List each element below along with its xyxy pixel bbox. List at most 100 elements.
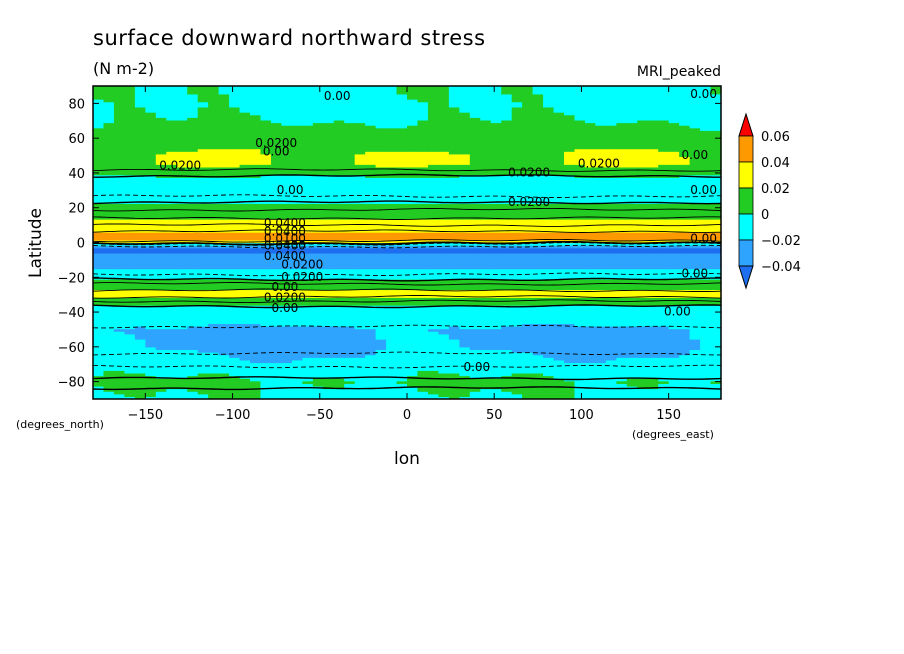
field-cell — [354, 359, 366, 364]
field-cell — [145, 271, 157, 275]
field-cell — [438, 318, 450, 322]
field-cell — [218, 367, 230, 371]
field-cell — [647, 192, 659, 197]
field-cell — [176, 234, 188, 238]
field-cell — [187, 213, 199, 218]
field-cell — [490, 344, 502, 348]
field-cell — [459, 333, 471, 337]
field-cell — [438, 362, 450, 366]
field-cell — [438, 307, 450, 311]
field-cell — [658, 187, 670, 191]
field-cell — [113, 185, 125, 189]
field-cell — [208, 286, 220, 291]
field-cell — [595, 260, 607, 264]
field-cell — [564, 185, 576, 189]
field-cell — [344, 237, 356, 241]
field-cell — [239, 190, 251, 194]
field-cell — [103, 372, 115, 377]
field-cell — [564, 234, 576, 238]
field-cell — [407, 289, 419, 293]
field-cell — [323, 336, 335, 340]
field-cell — [208, 271, 220, 275]
field-cell — [469, 323, 481, 327]
field-cell — [574, 258, 586, 262]
field-cell — [647, 263, 659, 267]
field-cell — [438, 367, 450, 371]
field-cell — [250, 365, 262, 369]
field-cell — [396, 341, 408, 345]
field-cell — [239, 318, 251, 322]
field-cell — [333, 250, 345, 254]
field-cell — [302, 221, 314, 225]
field-cell — [229, 391, 241, 395]
field-cell — [344, 341, 356, 345]
field-cell — [270, 182, 282, 186]
field-cell — [386, 383, 398, 387]
field-cell — [323, 268, 335, 272]
field-cell — [187, 315, 199, 319]
field-cell — [438, 372, 450, 377]
field-cell — [616, 367, 628, 371]
field-cell — [218, 232, 230, 236]
field-cell — [93, 372, 105, 377]
field-cell — [396, 372, 408, 377]
field-cell — [710, 279, 721, 283]
field-cell — [365, 331, 377, 335]
field-cell — [459, 247, 471, 251]
field-cell — [595, 396, 607, 399]
field-cell — [668, 286, 680, 291]
field-cell — [312, 307, 324, 311]
field-cell — [553, 299, 565, 304]
field-cell — [407, 286, 419, 291]
field-cell — [543, 372, 555, 377]
field-cell — [427, 344, 439, 348]
field-cell — [145, 336, 157, 340]
field-cell — [647, 393, 659, 397]
field-cell — [218, 273, 230, 278]
field-cell — [155, 325, 167, 330]
field-cell — [396, 362, 408, 366]
field-cell — [124, 221, 136, 225]
field-cell — [323, 279, 335, 283]
field-cell — [480, 219, 492, 223]
field-cell — [480, 320, 492, 324]
field-cell — [239, 315, 251, 319]
field-cell — [668, 195, 680, 199]
field-cell — [543, 187, 555, 191]
field-cell — [312, 396, 324, 399]
field-cell — [333, 273, 345, 278]
field-cell — [250, 328, 262, 332]
field-cell — [312, 388, 324, 392]
field-cell — [239, 279, 251, 283]
field-cell — [679, 200, 691, 204]
field-cell — [710, 265, 721, 270]
field-cell — [469, 391, 481, 395]
field-cell — [270, 372, 282, 377]
field-cell — [501, 208, 513, 212]
field-cell — [511, 289, 523, 293]
field-cell — [396, 305, 408, 309]
field-cell — [229, 362, 241, 366]
field-cell — [584, 229, 596, 233]
field-cell — [553, 284, 565, 288]
field-cell — [260, 190, 272, 194]
field-cell — [197, 286, 209, 291]
field-cell — [668, 232, 680, 236]
field-cell — [386, 396, 398, 399]
field-cell — [637, 205, 649, 210]
field-cell — [605, 192, 617, 197]
field-cell — [605, 383, 617, 387]
field-cell — [375, 245, 387, 249]
field-cell — [595, 378, 607, 382]
field-cell — [490, 203, 502, 207]
field-cell — [637, 310, 649, 314]
field-cell — [700, 320, 712, 324]
field-cell — [616, 320, 628, 324]
field-cell — [218, 294, 230, 298]
field-cell — [658, 323, 670, 327]
field-cell — [124, 286, 136, 291]
field-cell — [187, 211, 199, 215]
field-cell — [270, 320, 282, 324]
field-cell — [501, 190, 513, 194]
field-cell — [176, 302, 188, 306]
